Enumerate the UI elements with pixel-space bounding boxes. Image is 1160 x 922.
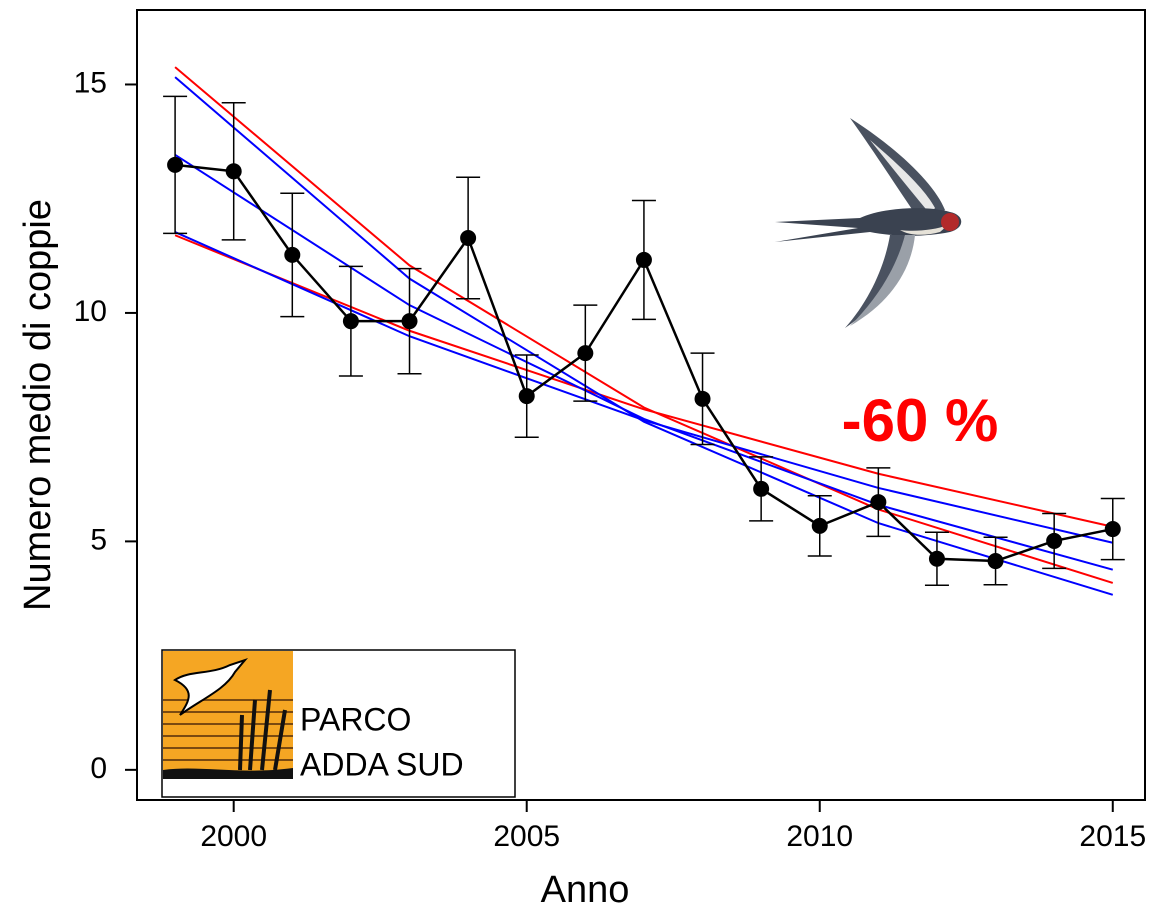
x-axis-label: Anno	[541, 869, 630, 911]
y-tick-label: 0	[90, 752, 107, 785]
y-axis-label: Numero medio di coppie	[17, 199, 59, 611]
plot-frame	[136, 9, 1146, 801]
logo-text: PARCO	[300, 701, 411, 737]
trend-line	[174, 76, 1114, 596]
x-tick-label: 2010	[786, 820, 853, 853]
data-point	[284, 246, 301, 263]
y-tick-label: 5	[90, 523, 107, 556]
trend-line	[174, 231, 1113, 544]
swallow-illustration	[775, 118, 962, 328]
data-point	[225, 163, 242, 180]
data-point	[694, 390, 711, 407]
data-point	[1046, 532, 1063, 549]
x-tick-label: 2000	[200, 820, 267, 853]
data-point	[167, 156, 184, 173]
data-point	[460, 229, 477, 246]
data-point	[342, 313, 359, 330]
y-tick-label: 10	[74, 295, 107, 328]
logo	[161, 649, 516, 798]
y-tick-label: 15	[74, 66, 107, 99]
trend-line	[174, 153, 1114, 571]
data-point	[635, 251, 652, 268]
data-point	[1104, 521, 1121, 538]
data-point	[577, 345, 594, 362]
logo-text: ADDA SUD	[300, 746, 464, 782]
data-point	[811, 517, 828, 534]
x-tick-label: 2005	[493, 820, 560, 853]
data-point	[987, 553, 1004, 570]
data-point	[753, 480, 770, 497]
data-point	[928, 550, 945, 567]
trend-line	[174, 66, 1114, 584]
annotation: -60 %	[842, 387, 999, 454]
data-point	[518, 388, 535, 405]
x-tick-label: 2015	[1079, 820, 1146, 853]
data-point	[401, 313, 418, 330]
data-point	[870, 494, 887, 511]
